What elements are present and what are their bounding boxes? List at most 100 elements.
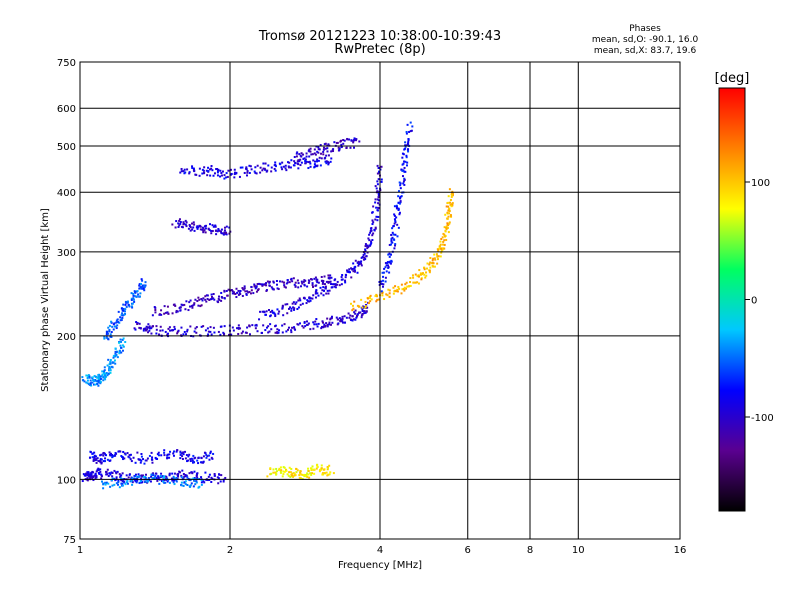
data-point — [179, 451, 182, 454]
data-point — [127, 476, 130, 479]
data-point — [122, 303, 125, 306]
data-point — [325, 162, 328, 165]
data-point — [288, 326, 291, 329]
data-point — [392, 286, 395, 289]
data-point — [267, 164, 270, 167]
data-point — [114, 325, 117, 328]
data-point — [205, 169, 208, 172]
data-point — [210, 456, 213, 459]
data-point — [192, 460, 195, 463]
data-point — [219, 230, 222, 233]
data-point — [300, 155, 303, 158]
data-point — [282, 314, 285, 317]
data-point — [206, 174, 209, 177]
data-point — [181, 226, 184, 229]
data-point — [180, 303, 183, 306]
data-point — [438, 245, 441, 248]
legend-line-o: mean, sd,O: -90.1, 16.0 — [592, 35, 699, 45]
data-point — [239, 166, 242, 169]
data-point — [124, 453, 127, 456]
data-point — [394, 220, 397, 223]
data-point — [144, 281, 147, 284]
data-point — [180, 452, 183, 455]
data-point — [407, 150, 410, 153]
data-point — [438, 247, 441, 250]
data-point — [182, 473, 185, 476]
data-point — [423, 273, 426, 276]
data-point — [202, 480, 205, 483]
data-point — [91, 452, 94, 455]
data-point — [345, 316, 348, 319]
data-point — [309, 165, 312, 168]
data-point — [128, 454, 131, 457]
data-point — [397, 208, 400, 211]
data-point — [274, 163, 277, 166]
data-point — [238, 175, 241, 178]
data-point — [271, 309, 274, 312]
data-point — [95, 476, 98, 479]
data-point — [248, 290, 251, 293]
data-point — [429, 256, 432, 259]
data-point — [311, 282, 314, 285]
data-point — [302, 297, 305, 300]
data-point — [192, 226, 195, 229]
data-point — [297, 286, 300, 289]
data-point — [225, 233, 228, 236]
data-point — [372, 232, 375, 235]
data-point — [189, 485, 192, 488]
data-point — [112, 361, 115, 364]
data-point — [138, 475, 141, 478]
data-point — [147, 479, 150, 482]
data-point — [109, 454, 112, 457]
data-point — [367, 245, 370, 248]
data-point — [443, 235, 446, 238]
data-point — [162, 480, 165, 483]
data-point — [398, 211, 401, 214]
data-point — [182, 170, 185, 173]
data-point — [122, 307, 125, 310]
data-point — [131, 483, 134, 486]
data-point — [223, 177, 226, 180]
data-point — [197, 226, 200, 229]
data-point — [226, 294, 229, 297]
data-point — [147, 323, 150, 326]
data-point — [272, 288, 275, 291]
data-point — [169, 450, 172, 453]
data-point — [421, 272, 424, 275]
data-point — [293, 283, 296, 286]
data-point — [341, 315, 344, 318]
data-point — [364, 248, 367, 251]
data-point — [85, 381, 88, 384]
data-point — [371, 211, 374, 214]
data-point — [99, 377, 102, 380]
data-point — [337, 322, 340, 325]
data-point — [286, 303, 289, 306]
data-point — [397, 201, 400, 204]
data-point — [155, 477, 158, 480]
data-point — [147, 477, 150, 480]
data-point — [138, 283, 141, 286]
data-point — [193, 477, 196, 480]
data-point — [365, 310, 368, 313]
data-point — [188, 225, 191, 228]
data-point — [88, 375, 91, 378]
data-point — [441, 248, 444, 251]
data-point — [210, 229, 213, 232]
data-point — [250, 285, 253, 288]
data-point — [336, 283, 339, 286]
data-point — [145, 459, 148, 462]
data-point — [93, 451, 96, 454]
data-point — [313, 468, 316, 471]
data-point — [109, 359, 112, 362]
data-point — [364, 245, 367, 248]
data-point — [316, 465, 319, 468]
data-point — [239, 289, 242, 292]
data-point — [401, 156, 404, 159]
data-point — [183, 303, 186, 306]
data-point — [376, 172, 379, 175]
data-point — [307, 322, 310, 325]
data-point — [314, 296, 317, 299]
data-point — [368, 244, 371, 247]
data-point — [86, 477, 89, 480]
data-point — [159, 329, 162, 332]
